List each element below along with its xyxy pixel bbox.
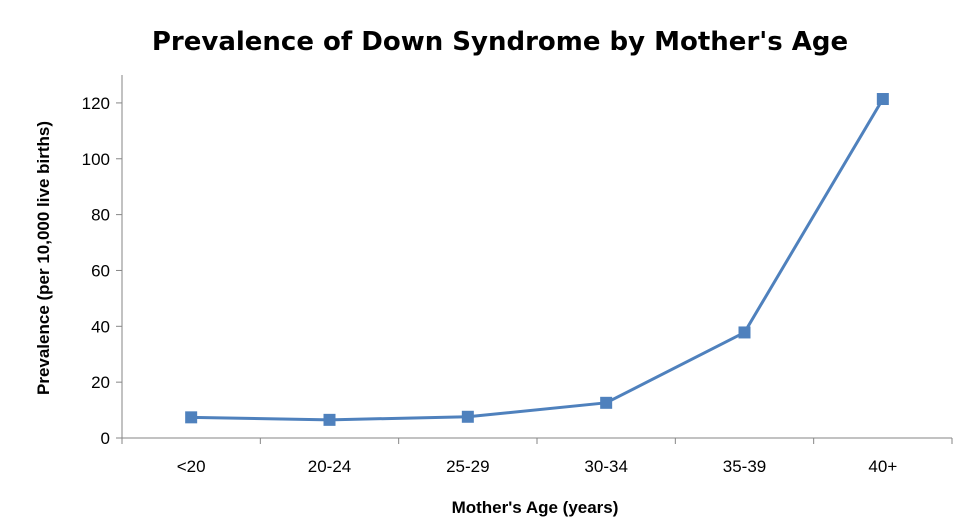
data-point-marker (185, 411, 198, 424)
x-tick-label: 25-29 (446, 457, 489, 476)
y-tick-label: 20 (91, 373, 110, 392)
x-tick-label: 40+ (868, 457, 897, 476)
chart-title: Prevalence of Down Syndrome by Mother's … (152, 27, 848, 57)
y-axis-ticks: 0 20 40 60 80 100 120 (82, 94, 122, 448)
x-axis-ticks: <20 20-24 25-29 30-34 35-39 40+ (121, 438, 953, 476)
y-tick-label: 40 (91, 317, 110, 336)
y-tick-label: 80 (91, 206, 110, 225)
y-tick-label: 60 (91, 261, 110, 280)
y-tick-label: 0 (101, 429, 110, 448)
y-axis-label: Prevalence (per 10,000 live births) (34, 121, 53, 395)
x-tick-label: 35-39 (723, 457, 766, 476)
series-group (185, 93, 889, 426)
data-point-marker (461, 410, 474, 423)
y-tick-label: 100 (82, 150, 110, 169)
data-point-marker (323, 413, 336, 426)
x-tick-label: 30-34 (584, 457, 627, 476)
data-point-marker (600, 396, 613, 409)
data-point-marker (738, 326, 751, 339)
x-axis-label: Mother's Age (years) (452, 498, 619, 517)
y-tick-label: 120 (82, 94, 110, 113)
series-line (191, 98, 885, 422)
x-tick-label: 20-24 (308, 457, 351, 476)
x-tick-label: <20 (177, 457, 206, 476)
data-point-marker (876, 93, 889, 106)
